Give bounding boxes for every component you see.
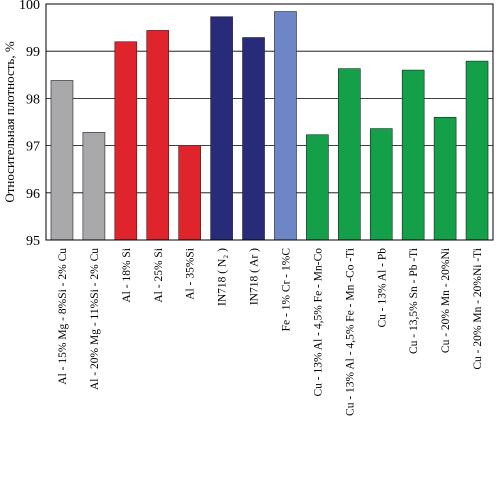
x-tick-label: Al - 15% Mg - 8%Si - 2% Cu [57,248,69,385]
bar [433,116,457,241]
y-axis-label: Относительная плотность, % [2,41,17,203]
x-tick-label: Al - 25% Si [153,248,165,303]
bar [274,11,297,241]
bar [210,16,233,241]
y-tick-label: 99 [26,45,40,60]
y-axis-ticks: 95 96 97 98 99 100 [19,0,40,249]
bar [114,41,138,241]
x-axis-labels: Al - 15% Mg - 8%Si - 2% Cu Al - 20% Mg - … [57,248,484,416]
x-tick-label: IN718 ( N₂ ) [217,248,229,306]
bars [50,11,489,241]
x-tick-label: Cu - 20% Mn - 20%Ni [440,248,452,353]
x-tick-label: Cu - 20% Mn - 20%Ni -Ti [472,248,484,370]
bar [178,145,201,241]
x-tick-label: Cu - 13% Al - Pb [376,248,388,328]
x-tick-label: Al - 35%Si [185,248,197,300]
bar [50,80,74,241]
bar [242,37,265,241]
plot-frame [45,3,494,241]
bar [146,30,170,241]
x-tick-label: Cu - 13% Al - 4,5% Fe - Mn -Co -Ti [344,248,356,416]
x-tick-label: Cu - 13% Al - 4,5% Fe - Mn-Co [312,248,324,397]
y-tick-label: 95 [26,234,40,249]
bar [338,68,361,241]
bar [465,60,489,241]
x-tick-label: Al - 18% Si [121,248,133,303]
x-tick-label: IN718 ( Ar ) [249,248,261,305]
bar [369,128,393,241]
x-tick-label: Al - 20% Mg - 11%Si - 2% Cu [89,248,101,390]
x-tick-label: Fe - 1% Cr - 1%C [280,248,292,332]
grid-lines [46,50,493,194]
y-tick-label: 97 [26,140,40,155]
y-tick-label: 100 [19,0,40,13]
bar [82,132,106,241]
bar [306,134,329,241]
x-tick-label: Cu - 13,5% Sn - Pb -Ti [408,248,420,354]
bar [401,69,425,241]
y-tick-label: 96 [26,187,40,202]
y-tick-label: 98 [26,92,40,107]
